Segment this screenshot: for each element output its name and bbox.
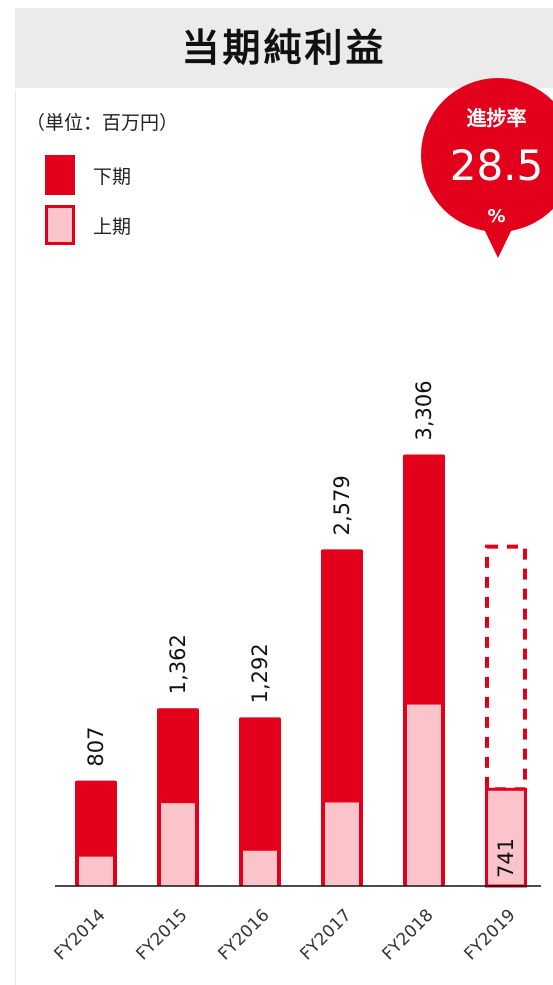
- value-label-fy2015: 1,362: [166, 634, 190, 694]
- title-bar: [15, 8, 553, 88]
- value-label-fy2019: 741: [494, 838, 518, 878]
- category-label-fy2017: FY2017: [297, 905, 356, 964]
- category-label-fy2019: FY2019: [461, 905, 520, 964]
- bar-first-half-fy2018: [407, 704, 441, 886]
- category-label-fy2015: FY2015: [133, 905, 192, 964]
- bar-first-half-fy2014: [79, 856, 113, 886]
- bar-first-half-fy2017: [325, 802, 359, 886]
- progress-badge: [421, 78, 553, 258]
- value-label-fy2018: 3,306: [412, 380, 436, 440]
- legend-swatch-first-half: [45, 205, 75, 245]
- bar-forecast-outline-fy2019: [485, 544, 527, 792]
- left-border: [15, 90, 16, 985]
- category-label-fy2014: FY2014: [51, 905, 110, 964]
- legend-label-first-half: 上期: [93, 215, 132, 238]
- progress-value: 28.5: [449, 141, 544, 190]
- value-label-fy2016: 1,292: [248, 643, 272, 703]
- value-label-fy2017: 2,579: [330, 475, 354, 535]
- bar-first-half-fy2015: [161, 803, 195, 886]
- bar-second-half-fy2016: [239, 717, 281, 886]
- category-label-fy2018: FY2018: [379, 905, 438, 964]
- bar-first-half-fy2016: [243, 850, 277, 886]
- legend-item-second-half: 下期: [45, 155, 131, 195]
- bar-first-half-fy2019: [485, 787, 527, 888]
- category-label-fy2016: FY2016: [215, 905, 274, 964]
- chart-title: 当期純利益: [181, 26, 387, 70]
- progress-label: 進捗率: [466, 106, 527, 130]
- value-label-fy2014: 807: [84, 727, 108, 767]
- progress-badge-pointer: [482, 225, 514, 258]
- progress-unit: %: [487, 206, 506, 227]
- legend-item-first-half: 上期: [45, 205, 131, 245]
- progress-badge-circle: [421, 78, 553, 232]
- legend-label-second-half: 下期: [93, 165, 132, 188]
- legend-swatch-second-half: [45, 155, 75, 195]
- bar-second-half-fy2017: [321, 549, 363, 886]
- unit-label: （単位：百万円）: [26, 112, 179, 134]
